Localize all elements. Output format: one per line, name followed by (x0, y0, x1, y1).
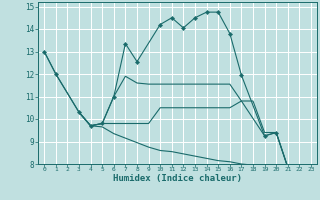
X-axis label: Humidex (Indice chaleur): Humidex (Indice chaleur) (113, 174, 242, 183)
